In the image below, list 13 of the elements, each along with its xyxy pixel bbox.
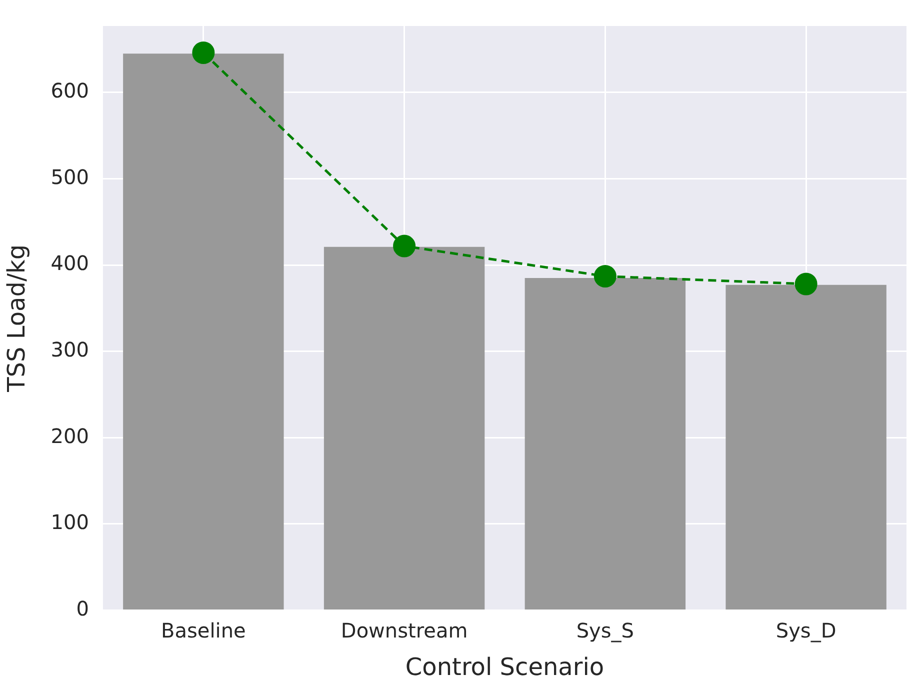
y-tick-label: 600 xyxy=(50,78,89,103)
x-tick-label: Sys_D xyxy=(776,618,836,642)
y-tick-label: 0 xyxy=(76,596,89,620)
y-tick-label: 200 xyxy=(50,424,89,448)
x-axis-title: Control Scenario xyxy=(405,652,604,681)
y-tick-label: 500 xyxy=(50,164,89,189)
y-tick-label: 400 xyxy=(50,251,89,276)
x-tick-label: Downstream xyxy=(340,618,468,642)
y-tick-label: 100 xyxy=(50,510,89,534)
y-axis-title: TSS Load/kg xyxy=(2,244,31,393)
x-tick-label: Baseline xyxy=(161,618,246,642)
y-tick-label: 300 xyxy=(50,338,89,362)
x-tick-label: Sys_S xyxy=(576,618,634,642)
